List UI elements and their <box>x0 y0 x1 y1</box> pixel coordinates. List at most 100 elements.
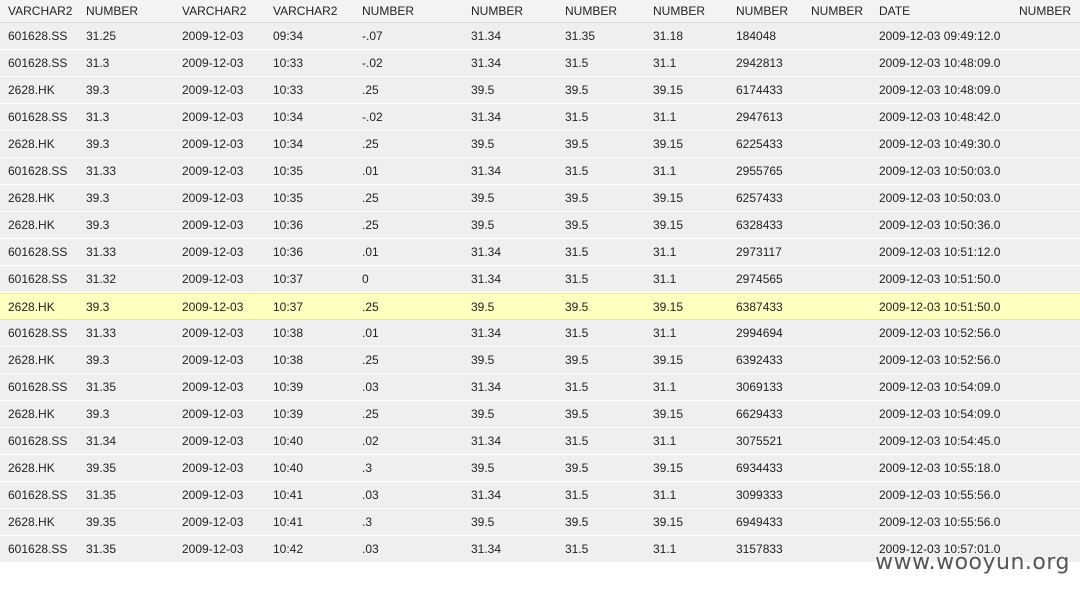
table-row[interactable]: 601628.SS 31.32 2009-12-03 10:37 0 31.34 31.5 3… <box>0 266 1080 293</box>
table-cell[interactable]: 39.5 <box>471 353 495 367</box>
table-cell[interactable]: .01 <box>362 164 379 178</box>
table-cell[interactable]: 10:39 <box>273 380 304 394</box>
table-cell[interactable]: 601628.SS <box>8 245 68 259</box>
table-cell[interactable]: 2009-12-03 <box>182 218 244 232</box>
table-cell[interactable]: 31.35 <box>86 380 117 394</box>
table-cell[interactable]: 31.34 <box>471 29 502 43</box>
table-row[interactable]: 601628.SS 31.35 2009-12-03 10:41 .03 31.34 31.… <box>0 482 1080 509</box>
table-cell[interactable]: 3157833 <box>736 542 783 556</box>
table-cell[interactable]: 184048 <box>736 29 777 43</box>
table-cell[interactable]: 39.3 <box>86 137 110 151</box>
table-cell[interactable]: 2009-12-03 10:51:50.0 <box>879 299 1001 314</box>
table-row[interactable]: 601628.SS 31.3 2009-12-03 10:33 -.02 31.34 31.… <box>0 50 1080 77</box>
table-cell[interactable]: 39.35 <box>86 515 117 529</box>
table-cell[interactable]: 31.1 <box>653 542 677 556</box>
table-cell[interactable]: .25 <box>362 83 379 97</box>
table-cell[interactable]: 2009-12-03 10:49:30.0 <box>879 137 1001 151</box>
table-cell[interactable]: 2009-12-03 10:48:09.0 <box>879 56 1001 70</box>
table-cell[interactable]: 2009-12-03 <box>182 380 244 394</box>
table-row[interactable]: 2628.HK 39.3 2009-12-03 10:39 .25 39.5 39.5 39.… <box>0 401 1080 428</box>
table-cell[interactable]: 31.34 <box>471 542 502 556</box>
table-row[interactable]: 2628.HK 39.3 2009-12-03 10:33 .25 39.5 39.5 39.… <box>0 77 1080 104</box>
table-cell[interactable]: 39.5 <box>565 353 589 367</box>
table-row[interactable]: 2628.HK 39.3 2009-12-03 10:38 .25 39.5 39.5 39.… <box>0 347 1080 374</box>
table-row[interactable]: 601628.SS 31.34 2009-12-03 10:40 .02 31.34 31.… <box>0 428 1080 455</box>
table-cell[interactable]: 2009-12-03 <box>182 488 244 502</box>
table-cell[interactable]: 31.33 <box>86 245 117 259</box>
table-cell[interactable]: 601628.SS <box>8 56 68 70</box>
table-cell[interactable]: 2009-12-03 10:51:12.0 <box>879 245 1001 259</box>
table-cell[interactable]: .25 <box>362 191 379 205</box>
table-cell[interactable]: .3 <box>362 461 373 475</box>
table-cell[interactable]: 10:41 <box>273 488 304 502</box>
table-cell[interactable]: 10:39 <box>273 407 304 421</box>
table-cell[interactable]: 2009-12-03 <box>182 515 244 529</box>
table-cell[interactable]: 39.5 <box>565 461 589 475</box>
table-cell[interactable]: 2628.HK <box>8 191 55 205</box>
table-cell[interactable]: 39.15 <box>653 137 684 151</box>
column-header[interactable]: VARCHAR2 <box>273 4 338 18</box>
table-cell[interactable]: 2009-12-03 <box>182 164 244 178</box>
table-cell[interactable]: 39.5 <box>565 299 589 314</box>
table-cell[interactable]: 39.3 <box>86 299 110 314</box>
table-cell[interactable]: 31.35 <box>565 29 596 43</box>
table-cell[interactable]: 2009-12-03 <box>182 110 244 124</box>
table-cell[interactable]: 31.34 <box>471 245 502 259</box>
table-cell[interactable]: 31.1 <box>653 164 677 178</box>
table-cell[interactable]: 2009-12-03 <box>182 461 244 475</box>
table-cell[interactable]: 2009-12-03 10:57:01.0 <box>879 542 1001 556</box>
table-cell[interactable]: 39.5 <box>565 191 589 205</box>
column-header[interactable]: NUMBER <box>565 4 618 18</box>
table-cell[interactable]: 2942813 <box>736 56 783 70</box>
table-row[interactable]: 2628.HK 39.3 2009-12-03 10:35 .25 39.5 39.5 39.… <box>0 185 1080 212</box>
table-cell[interactable]: 2009-12-03 10:50:03.0 <box>879 164 1001 178</box>
table-cell[interactable]: 10:36 <box>273 245 304 259</box>
table-row-selected[interactable]: 2628.HK 39.3 2009-12-03 10:37 .25 39.5 39.5 39.… <box>0 293 1080 320</box>
table-cell[interactable]: 39.5 <box>565 515 589 529</box>
table-cell[interactable]: 31.1 <box>653 272 677 286</box>
table-cell[interactable]: 31.5 <box>565 110 589 124</box>
table-cell[interactable]: .03 <box>362 488 379 502</box>
table-cell[interactable]: 6629433 <box>736 407 783 421</box>
table-cell[interactable]: 2628.HK <box>8 461 55 475</box>
table-row[interactable]: 601628.SS 31.33 2009-12-03 10:38 .01 31.34 31.… <box>0 320 1080 347</box>
table-cell[interactable]: 31.5 <box>565 434 589 448</box>
table-cell[interactable]: 6934433 <box>736 461 783 475</box>
table-cell[interactable]: 2009-12-03 10:55:56.0 <box>879 488 1001 502</box>
table-cell[interactable]: 2628.HK <box>8 407 55 421</box>
column-header[interactable]: NUMBER <box>1019 4 1072 18</box>
table-row[interactable]: 601628.SS 31.33 2009-12-03 10:35 .01 31.34 31.… <box>0 158 1080 185</box>
table-cell[interactable]: 39.15 <box>653 191 684 205</box>
table-cell[interactable]: 2009-12-03 <box>182 299 244 314</box>
table-cell[interactable]: 2009-12-03 10:50:36.0 <box>879 218 1001 232</box>
table-cell[interactable]: 0 <box>362 272 369 286</box>
table-cell[interactable]: 6949433 <box>736 515 783 529</box>
table-cell[interactable]: 10:33 <box>273 56 304 70</box>
table-cell[interactable]: 31.1 <box>653 326 677 340</box>
table-cell[interactable]: 39.15 <box>653 353 684 367</box>
table-cell[interactable]: 39.15 <box>653 515 684 529</box>
table-cell[interactable]: 31.34 <box>471 488 502 502</box>
table-cell[interactable]: 39.5 <box>471 299 495 314</box>
table-cell[interactable]: 31.5 <box>565 56 589 70</box>
table-cell[interactable]: 2947613 <box>736 110 783 124</box>
table-cell[interactable]: .01 <box>362 326 379 340</box>
table-cell[interactable]: 39.5 <box>565 83 589 97</box>
table-row[interactable]: 601628.SS 31.25 2009-12-03 09:34 -.07 31.34 31… <box>0 23 1080 50</box>
table-cell[interactable]: 2009-12-03 <box>182 407 244 421</box>
table-cell[interactable]: 2009-12-03 10:54:09.0 <box>879 407 1001 421</box>
table-cell[interactable]: 31.5 <box>565 164 589 178</box>
table-cell[interactable]: 31.25 <box>86 29 117 43</box>
table-row[interactable]: 2628.HK 39.35 2009-12-03 10:41 .3 39.5 39.5 39.… <box>0 509 1080 536</box>
table-cell[interactable]: 31.1 <box>653 56 677 70</box>
table-cell[interactable]: 2009-12-03 10:48:09.0 <box>879 83 1001 97</box>
table-row[interactable]: 601628.SS 31.35 2009-12-03 10:39 .03 31.34 31.… <box>0 374 1080 401</box>
column-header[interactable]: NUMBER <box>736 4 789 18</box>
column-header[interactable]: DATE <box>879 4 911 18</box>
table-cell[interactable]: 6257433 <box>736 191 783 205</box>
table-cell[interactable]: 2009-12-03 10:51:50.0 <box>879 272 1001 286</box>
table-cell[interactable]: 39.35 <box>86 461 117 475</box>
table-row[interactable]: 2628.HK 39.35 2009-12-03 10:40 .3 39.5 39.5 39.… <box>0 455 1080 482</box>
table-cell[interactable]: 39.5 <box>471 83 495 97</box>
table-cell[interactable]: 2009-12-03 <box>182 326 244 340</box>
